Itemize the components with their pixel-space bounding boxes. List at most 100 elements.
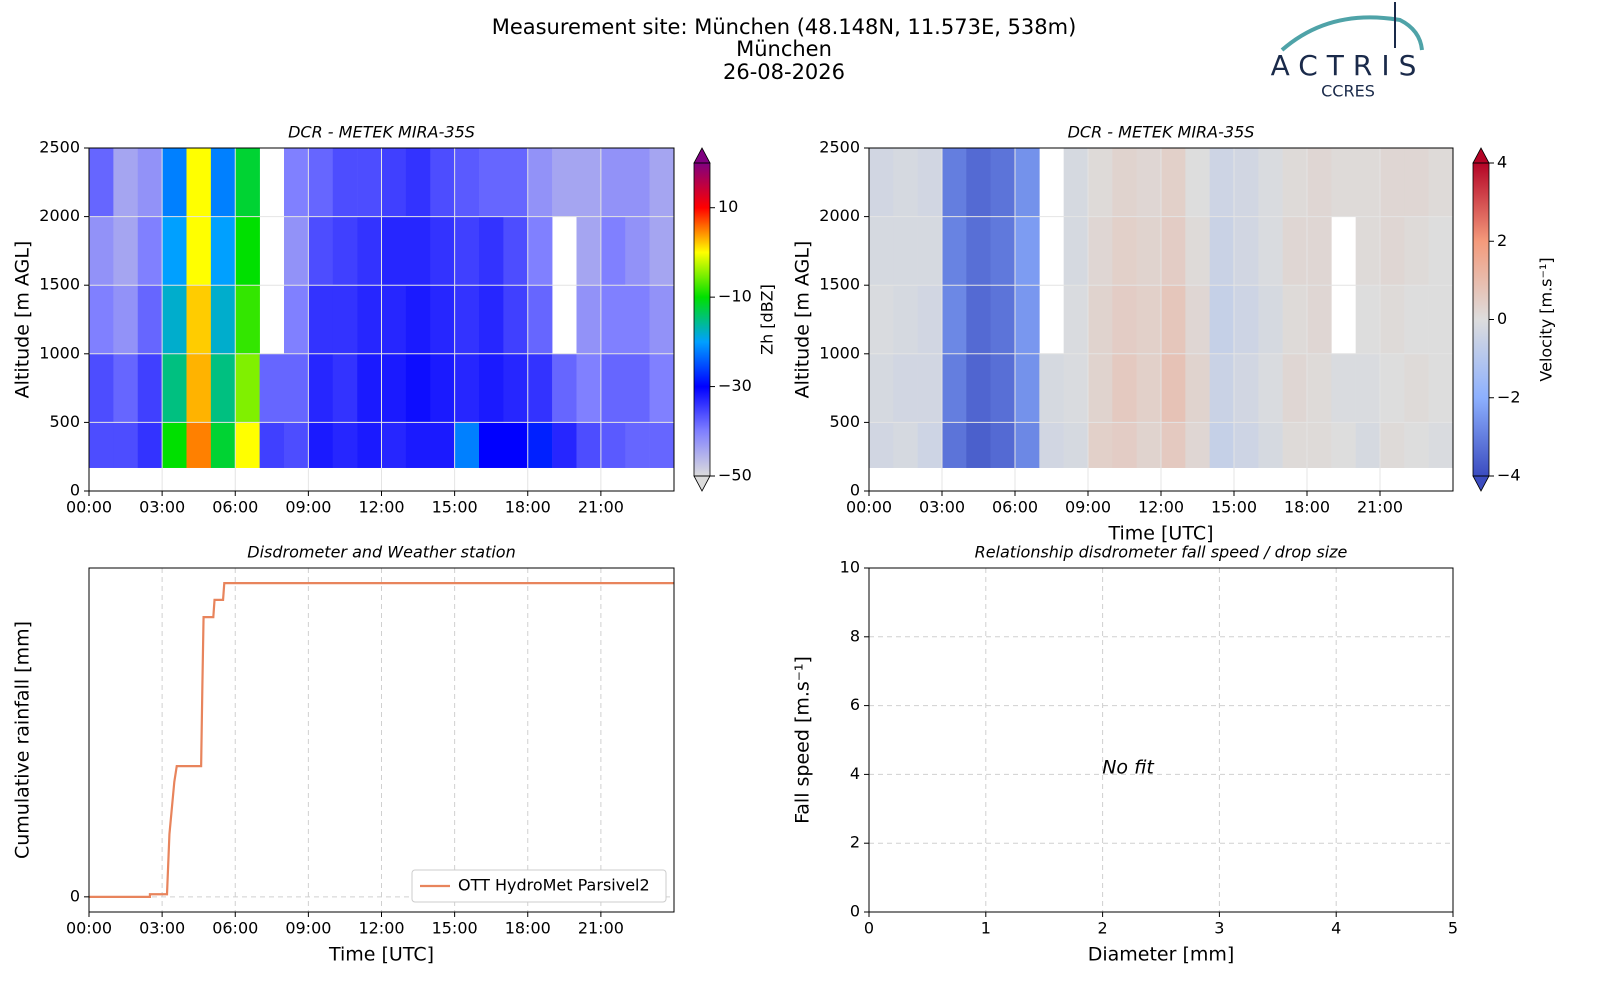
chart-title: Disdrometer and Weather station [247, 543, 515, 562]
heat-cell [1136, 353, 1162, 423]
x-tick-label: 18:00 [1284, 498, 1330, 517]
heat-cell [1282, 285, 1308, 355]
heat-cell [576, 353, 602, 423]
logo-sub: CCRES [1321, 82, 1375, 101]
heat-cell [89, 285, 114, 355]
heat-cell [1258, 285, 1283, 355]
heat-cell [917, 422, 943, 468]
heat-cell [1112, 285, 1137, 355]
heat-cell [1015, 148, 1040, 217]
y-tick-label: 500 [829, 412, 860, 431]
heat-cell [454, 285, 480, 355]
heat-cell [1234, 353, 1259, 423]
colorbar-label: Zh [dBZ] [758, 284, 777, 355]
heat-cell [1185, 285, 1210, 355]
heat-cell [186, 353, 212, 423]
heat-cell [1404, 148, 1429, 217]
heat-cell [1209, 216, 1235, 286]
heat-cell [966, 422, 991, 468]
heat-cell [552, 422, 577, 468]
colorbar-tick-label: 0 [1497, 309, 1507, 328]
heat-cell [1355, 285, 1381, 355]
heat-cell [89, 422, 114, 468]
heat-cell [1380, 148, 1405, 217]
heat-cell [210, 148, 236, 217]
heat-cell [405, 285, 431, 355]
panel: No fit 0 1 2 3 4 5 0 2 4 6 8 10 Relationship disdrome… [792, 543, 1459, 966]
heat-cell [162, 353, 187, 423]
heat-cell [430, 285, 455, 355]
heat-cell [917, 353, 943, 423]
heat-cell [869, 285, 894, 355]
heat-cell [454, 216, 480, 286]
x-tick-label: 12:00 [1138, 498, 1184, 517]
heat-cell [1428, 422, 1454, 468]
heat-cell [259, 353, 285, 423]
heat-cell [1136, 285, 1162, 355]
x-tick-label: 5 [1448, 919, 1458, 938]
heat-cell [649, 148, 675, 217]
x-tick-label: 15:00 [432, 919, 478, 938]
heat-cell [1063, 353, 1089, 423]
x-axis-label: Time [UTC] [328, 944, 434, 966]
x-tick-label: 21:00 [578, 498, 624, 517]
heat-cell [1404, 422, 1429, 468]
heat-cell [625, 353, 650, 423]
heat-cell [1234, 148, 1259, 217]
x-tick-label: 06:00 [212, 919, 258, 938]
x-tick-label: 2 [1098, 919, 1108, 938]
heat-cell [942, 216, 967, 286]
colorbar-tick-label: 10 [718, 197, 738, 216]
heat-cell [357, 216, 382, 286]
heat-cell [162, 285, 187, 355]
heat-cell [357, 285, 382, 355]
heat-cell [332, 422, 358, 468]
annotation: No fit [1102, 757, 1155, 779]
heat-cell [893, 422, 918, 468]
heat-cell [1185, 353, 1210, 423]
heat-cell [503, 285, 529, 355]
axes-frame [868, 567, 1454, 913]
heat-cell [186, 285, 212, 355]
heat-cell [137, 148, 163, 217]
heat-cell [1307, 148, 1332, 217]
heat-cell [1136, 148, 1162, 217]
x-tick-label: 12:00 [358, 919, 404, 938]
heat-cell [454, 353, 480, 423]
colorbar-extend [693, 475, 711, 492]
x-tick-label: 21:00 [578, 919, 624, 938]
heat-cell [479, 285, 504, 355]
heat-cell [284, 148, 309, 217]
heat-cell [1015, 422, 1040, 468]
heat-cell [966, 353, 991, 423]
heat-cell [1331, 148, 1356, 217]
y-tick-label: 0 [850, 902, 860, 921]
heat-cell [332, 148, 358, 217]
colorbar-tick-label: −4 [1497, 466, 1521, 485]
heat-cell [89, 216, 114, 286]
heat-cell [503, 422, 529, 468]
heat-cell [1331, 422, 1356, 468]
heat-cell [1258, 148, 1283, 217]
legend-label: OTT HydroMet Parsivel2 [458, 876, 650, 895]
heat-cell [235, 216, 260, 286]
x-axis-label: Time [UTC] [1107, 523, 1213, 545]
chart-title: DCR - METEK MIRA-35S [1068, 123, 1255, 142]
colorbar-tick-label: 2 [1497, 231, 1507, 250]
heat-cell [990, 148, 1016, 217]
heat-cell [576, 148, 602, 217]
y-tick-label: 500 [49, 412, 80, 431]
heat-cell [527, 148, 553, 217]
heat-cell [576, 216, 602, 286]
heat-cell [1428, 285, 1454, 355]
colorbar-extend [693, 147, 711, 164]
colorbar-tick-label: −2 [1497, 387, 1521, 406]
heat-cell [649, 353, 675, 423]
x-tick-label: 4 [1331, 919, 1341, 938]
heat-cell [1380, 216, 1405, 286]
y-tick-label: 0 [70, 481, 80, 500]
heat-cell [235, 422, 260, 468]
heat-cell [1161, 148, 1186, 217]
heat-cell [1015, 353, 1040, 423]
heat-cell [284, 285, 309, 355]
